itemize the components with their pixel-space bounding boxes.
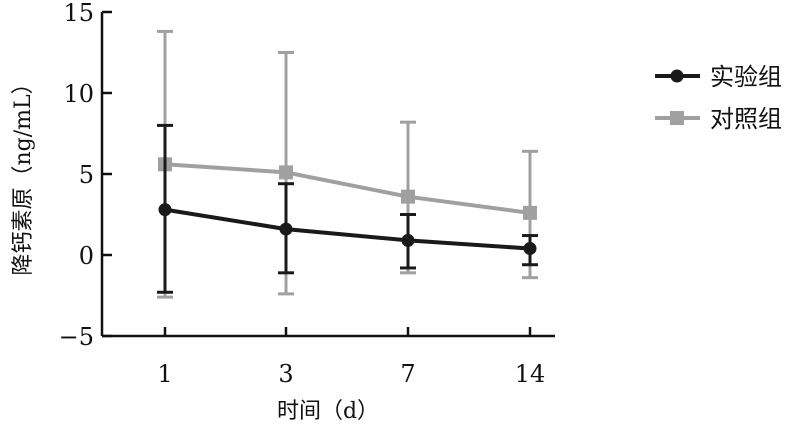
data-point xyxy=(523,205,537,220)
legend-item: 实验组 xyxy=(655,63,782,91)
x-tick-label: 1 xyxy=(157,360,172,388)
legend-marker xyxy=(670,69,684,83)
x-axis-label: 时间（d） xyxy=(277,399,379,424)
y-tick-label: 0 xyxy=(79,242,94,270)
series-control xyxy=(157,29,538,299)
data-point xyxy=(401,233,415,247)
series-line xyxy=(164,207,531,251)
y-tick-label: 15 xyxy=(63,0,94,27)
data-point xyxy=(279,165,293,180)
data-point xyxy=(523,242,537,256)
data-point xyxy=(401,189,415,204)
x-tick-label: 3 xyxy=(278,360,293,388)
y-tick-label: 5 xyxy=(79,161,94,189)
series-group xyxy=(157,29,538,299)
y-tick-label: −5 xyxy=(59,323,94,351)
data-point xyxy=(279,222,293,236)
y-axis-label: 降钙素原（ng/mL） xyxy=(11,72,36,275)
legend-label: 实验组 xyxy=(710,63,782,91)
legend-label: 对照组 xyxy=(710,105,782,133)
series-line xyxy=(164,162,531,215)
axes: −5 0 5 10 15 1 3 7 14 xyxy=(59,0,555,388)
series-experimental xyxy=(157,123,538,294)
legend-marker xyxy=(670,111,684,125)
legend-item: 对照组 xyxy=(655,105,782,133)
y-tick-label: 10 xyxy=(63,80,94,108)
data-point xyxy=(158,203,172,217)
x-tick-label: 7 xyxy=(400,360,415,388)
x-tick-label: 14 xyxy=(515,360,546,388)
